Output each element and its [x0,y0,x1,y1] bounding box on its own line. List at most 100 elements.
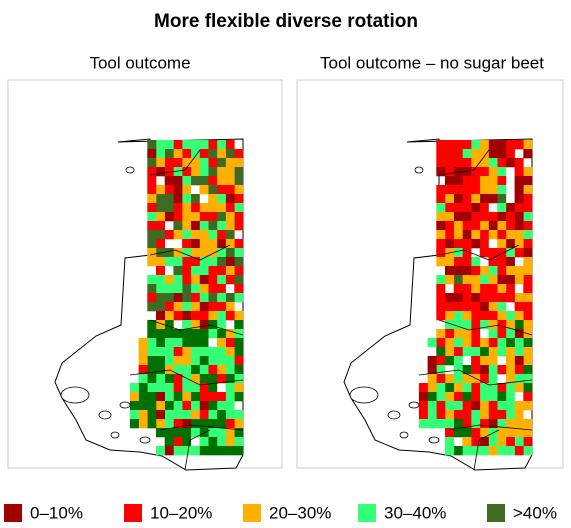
map-cell [216,203,226,213]
map-cell [199,248,209,258]
map-cell [479,221,489,231]
map-cell [488,275,498,285]
map-cell [147,338,157,348]
map-cell [488,338,498,348]
map-cell [505,419,515,429]
map-cell [173,365,183,375]
map-cell [514,446,524,456]
map-cell [471,428,481,438]
map-cell [445,401,454,411]
map-cell [523,374,533,384]
map-cell [173,158,183,168]
map-cell [453,275,463,285]
map [343,138,533,471]
map-cell [190,167,200,177]
map-cell [164,446,174,456]
map-cell [514,428,524,438]
map-cell [479,365,489,375]
map-cell [462,266,472,276]
map-cell [479,302,489,312]
map-cell [488,293,498,303]
map-cell [208,302,218,312]
map-cell [225,194,235,204]
map-cell [156,383,165,393]
map-cell [471,212,481,222]
map-cell [234,446,244,456]
map-cell [173,410,183,420]
map-cell [156,302,165,312]
map-cell [418,392,428,402]
map-cell [488,347,498,357]
map-cell [182,401,192,411]
map-cell [497,185,507,195]
map-cell [436,329,446,339]
map-cell [523,347,533,357]
map-cell [190,347,200,357]
map-cell [479,176,489,186]
map-cell [471,185,481,195]
map-cell [523,149,533,159]
map-cell [147,356,157,366]
map-cell [479,284,489,294]
map-cell [164,329,174,339]
map-cell [514,140,524,150]
map-cell [234,176,244,186]
map-cell [471,176,481,186]
map-cell [505,410,515,420]
map-cell [199,392,209,402]
map-cell [436,167,446,177]
map-cell [216,392,226,402]
map-cell [173,338,183,348]
map-cell [453,419,463,429]
map-cell [462,230,472,240]
map-cell [471,284,481,294]
map-cell [173,248,183,258]
map-cell [436,293,446,303]
map-cell [190,365,200,375]
map-cell [199,221,209,231]
map-cell [225,410,235,420]
map-cell [488,374,498,384]
map-cell [216,194,226,204]
map-cell [523,392,533,402]
map-cell [479,203,489,213]
map-cell [471,293,481,303]
map-cell [488,221,498,231]
map-cell [436,212,446,222]
map-cell [156,257,165,267]
map-cell [164,410,174,420]
map-cell [190,176,200,186]
map-cell [514,293,524,303]
map-cell [462,446,472,456]
map-cell [523,203,533,213]
map-cell [138,374,148,384]
map-cell [234,194,244,204]
map-cell [471,446,481,456]
map-cell [182,203,192,213]
map-cell [418,401,428,411]
map-cell [156,203,165,213]
map-cell [208,365,218,375]
map-cell [453,356,463,366]
map-cell [190,212,200,222]
map-cell [182,257,192,267]
map-cell [182,446,192,456]
map-cell [505,437,515,447]
map-cell [462,176,472,186]
map-cell [216,446,226,456]
map-cell [156,239,165,249]
map-cell [462,311,472,321]
map-cell [445,275,454,285]
map-cell [225,311,235,321]
map-cell [445,221,454,231]
map-cell [497,284,507,294]
map-cell [505,311,515,321]
map-cell [453,374,463,384]
map-cell [453,167,463,177]
map-cell [436,194,446,204]
map-cell [182,311,192,321]
map-cell [462,293,472,303]
map-cell [216,293,226,303]
map-cell [147,158,157,168]
map-cell [225,248,235,258]
